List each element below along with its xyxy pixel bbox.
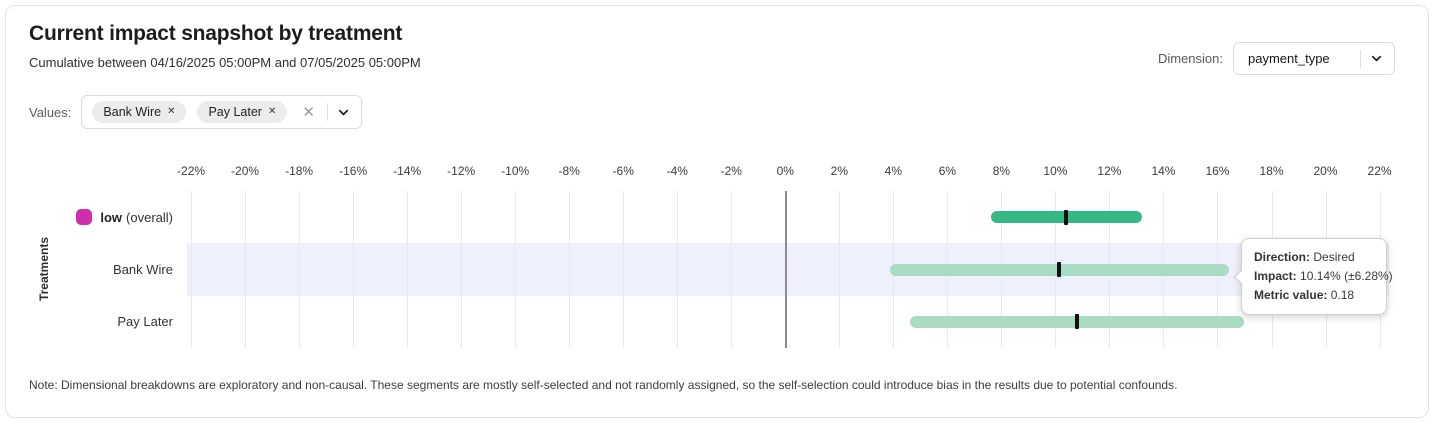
x-axis-labels: -22% -20% -18% -16% -14% -12% -10% -8% -6% -4% -2%…: [177, 164, 1392, 180]
x-tick-label: 12%: [1097, 164, 1122, 178]
gridline: [677, 191, 679, 348]
select-divider: [1360, 49, 1361, 68]
x-tick-label: -22%: [177, 164, 206, 178]
chevron-down-icon[interactable]: [336, 105, 351, 120]
gridline: [461, 191, 463, 348]
chip-label: Pay Later: [208, 105, 262, 119]
tooltip-metric-value: Metric value: 0.18: [1254, 288, 1355, 302]
impact-point-marker: [1075, 314, 1080, 330]
chip-label: Bank Wire: [103, 105, 162, 119]
x-tick-label: 20%: [1313, 164, 1338, 178]
chip-remove-icon[interactable]: ✕: [267, 106, 277, 117]
treatment-row-label: Pay Later: [6, 296, 173, 348]
gridline: [515, 191, 517, 348]
treatment-name: Bank Wire: [113, 261, 173, 277]
row-labels: low (overall) Bank Wire Pay Later: [6, 191, 173, 348]
dimension-selected-value: payment_type: [1248, 51, 1330, 66]
gridline: [353, 191, 355, 348]
x-tick-label: -4%: [666, 164, 688, 178]
treatment-name: low: [100, 209, 123, 225]
x-tick-label: -2%: [720, 164, 742, 178]
x-tick-label: 10%: [1043, 164, 1068, 178]
x-tick-label: 4%: [884, 164, 902, 178]
dimension-select[interactable]: payment_type: [1233, 42, 1395, 75]
x-tick-label: -10%: [501, 164, 530, 178]
impact-chart: -22% -20% -18% -16% -14% -12% -10% -8% -6% -4% -2%…: [6, 156, 1428, 361]
tooltip-impact: Impact: 10.14% (±6.28%): [1254, 269, 1393, 283]
x-tick-label: 6%: [938, 164, 957, 178]
x-tick-label: 18%: [1259, 164, 1284, 178]
x-tick-label: -8%: [558, 164, 580, 178]
gridline: [191, 191, 193, 348]
impact-point-marker: [1064, 209, 1069, 225]
gridline: [245, 191, 247, 348]
gridline: [623, 191, 625, 348]
gridline: [299, 191, 301, 348]
gridline: [839, 191, 841, 348]
treatment-row-label: low (overall): [6, 191, 173, 243]
gridline: [569, 191, 571, 348]
values-filter: Values: Bank Wire ✕ Pay Later ✕ ✕: [29, 95, 362, 129]
treatment-row-label: Bank Wire: [6, 243, 173, 295]
bar-tooltip: Direction: Desired Impact: 10.14% (±6.28…: [1233, 238, 1393, 315]
x-tick-label: -20%: [231, 164, 260, 178]
values-label: Values:: [29, 104, 72, 120]
x-tick-label: 16%: [1205, 164, 1230, 178]
impact-point-marker: [1057, 262, 1062, 277]
dimension-label: Dimension:: [1157, 51, 1223, 66]
treatment-name: Pay Later: [117, 314, 173, 330]
zero-baseline: [785, 191, 787, 348]
treatment-name-suffix: (overall): [126, 209, 173, 225]
value-chip-bank-wire[interactable]: Bank Wire ✕: [92, 101, 187, 123]
x-tick-label: -18%: [285, 164, 314, 178]
gridline: [407, 191, 409, 348]
plot-area: [187, 191, 1389, 348]
value-chip-pay-later[interactable]: Pay Later ✕: [197, 101, 288, 123]
dimension-control: Dimension: payment_type: [1158, 42, 1395, 75]
clear-all-icon[interactable]: ✕: [302, 103, 315, 121]
x-tick-label: -12%: [447, 164, 476, 178]
values-multiselect[interactable]: Bank Wire ✕ Pay Later ✕ ✕: [81, 95, 362, 129]
x-tick-label: 14%: [1151, 164, 1176, 178]
x-tick-label: 8%: [992, 164, 1011, 178]
x-tick-label: 0%: [776, 164, 794, 178]
impact-snapshot-card: Current impact snapshot by treatment Cum…: [5, 5, 1429, 418]
legend-swatch: [76, 209, 93, 226]
x-tick-label: 2%: [830, 164, 848, 178]
x-tick-label: 22%: [1367, 164, 1392, 178]
x-tick-label: -16%: [339, 164, 368, 178]
page-title: Current impact snapshot by treatment: [29, 22, 403, 45]
disclaimer-note: Note: Dimensional breakdowns are explora…: [29, 378, 1178, 392]
chip-remove-icon[interactable]: ✕: [167, 106, 176, 117]
date-range-subtitle: Cumulative between 04/16/2025 05:00PM an…: [29, 55, 421, 70]
x-tick-label: -14%: [393, 164, 422, 178]
tooltip-direction: Direction: Desired: [1254, 250, 1355, 264]
chevron-down-icon[interactable]: [1369, 51, 1384, 66]
select-divider: [326, 103, 328, 121]
gridline: [731, 191, 733, 348]
x-tick-label: -6%: [612, 164, 634, 178]
